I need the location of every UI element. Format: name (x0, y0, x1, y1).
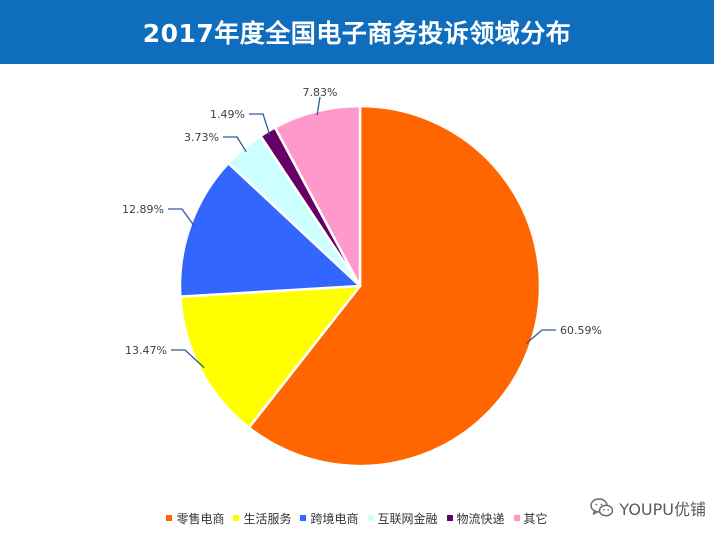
legend-swatch (300, 515, 307, 521)
data-label: 3.73% (184, 131, 219, 144)
chart-legend: 零售电商 生活服务 跨境电商 互联网金融 物流快递 其它 (0, 509, 714, 527)
leader-line (525, 329, 556, 344)
data-label: 60.59% (560, 324, 602, 337)
legend-label: 互联网金融 (377, 511, 438, 526)
chart-header: 2017年度全国电子商务投诉领域分布 (0, 0, 714, 64)
pie-slice (179, 284, 362, 429)
watermark-text: YOUPU优铺 (619, 500, 706, 519)
legend-label: 生活服务 (243, 511, 292, 526)
watermark: YOUPU优铺 (590, 496, 706, 520)
legend-swatch (233, 515, 240, 521)
pie-slice (247, 104, 542, 468)
legend-swatch (367, 515, 374, 521)
data-label: 13.47% (125, 344, 167, 357)
legend-label: 其它 (523, 511, 548, 526)
leader-line (249, 113, 271, 136)
leader-line (316, 96, 321, 116)
legend-label: 零售电商 (176, 511, 225, 526)
pie-slice (273, 104, 362, 288)
data-label: 12.89% (122, 203, 164, 216)
legend-item: 其它 (513, 510, 548, 527)
legend-item: 零售电商 (166, 510, 224, 527)
legend-item: 互联网金融 (367, 510, 438, 527)
data-label: 1.49% (210, 108, 245, 121)
chart-title: 2017年度全国电子商务投诉领域分布 (142, 19, 572, 48)
legend-swatch (166, 515, 173, 521)
legend-item: 物流快递 (446, 510, 505, 527)
pie-slice (178, 161, 362, 298)
wechat-icon (590, 498, 614, 517)
legend-label: 跨境电商 (310, 511, 359, 526)
leader-line (168, 208, 195, 227)
legend-swatch (446, 515, 453, 521)
leader-line (171, 349, 205, 369)
legend-label: 物流快递 (456, 511, 505, 526)
leader-line (223, 136, 247, 153)
data-label: 7.83% (303, 86, 338, 99)
legend-item: 生活服务 (233, 510, 291, 527)
pie-chart: 60.59% 13.47% 12.89% 3.73% 1.49% 7.83% (122, 86, 602, 468)
legend-item: 跨境电商 (300, 510, 359, 527)
legend-swatch (513, 515, 520, 521)
